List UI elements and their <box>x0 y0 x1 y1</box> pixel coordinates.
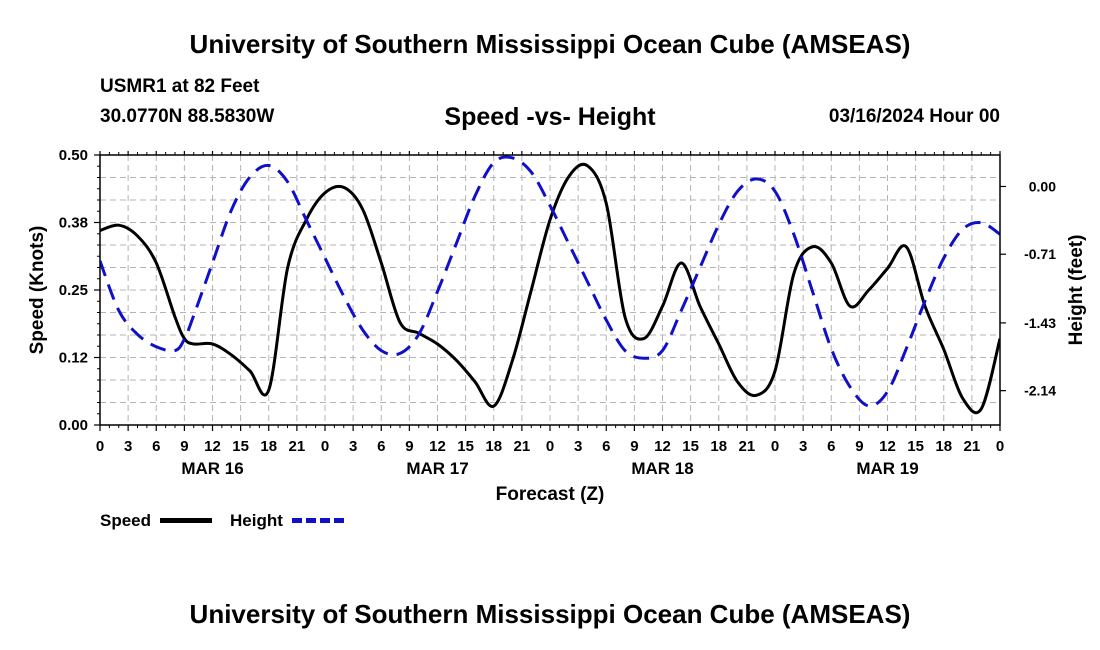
x-tick-label: 0 <box>321 438 329 455</box>
date-label: MAR 17 <box>406 459 468 478</box>
legend-speed-label: Speed <box>100 511 152 530</box>
x-tick-label: 6 <box>827 438 835 455</box>
x-tick-label: 3 <box>574 438 582 455</box>
coordinates-label: 30.0770N 88.5830W <box>100 106 275 127</box>
y2-tick-label: -2.14 <box>1024 383 1056 399</box>
height-series-line <box>100 155 1000 408</box>
date-label: MAR 16 <box>181 459 243 478</box>
x-tick-label: 12 <box>879 438 896 455</box>
x-tick-label: 12 <box>204 438 221 455</box>
x-tick-label: 21 <box>739 438 756 455</box>
y2-tick-label: 0.00 <box>1029 178 1056 194</box>
y-tick-label: 0.12 <box>59 350 88 367</box>
x-tick-label: 0 <box>546 438 554 455</box>
y2-tick-label: -1.43 <box>1024 315 1056 331</box>
series-layer <box>100 155 1000 415</box>
legend-height-swatch <box>292 518 344 523</box>
x-tick-label: 15 <box>907 438 924 455</box>
legend-speed-swatch <box>160 518 212 523</box>
y-tick-label: 0.50 <box>59 147 88 164</box>
y-axis-label: Speed (Knots) <box>27 226 48 355</box>
x-tick-label: 21 <box>289 438 306 455</box>
station-label: USMR1 at 82 Feet <box>100 76 260 97</box>
x-tick-label: 12 <box>429 438 446 455</box>
y2-axis-label: Height (feet) <box>1066 235 1087 346</box>
x-tick-label: 21 <box>964 438 981 455</box>
x-tick-label: 6 <box>152 438 160 455</box>
x-axis-label: Forecast (Z) <box>496 484 605 505</box>
x-tick-label: 18 <box>260 438 277 455</box>
bottom-title: University of Southern Mississippi Ocean… <box>189 599 911 629</box>
chart-title: Speed -vs- Height <box>444 103 656 131</box>
x-tick-label: 18 <box>935 438 952 455</box>
date-label: MAR 19 <box>856 459 918 478</box>
date-label: MAR 18 <box>631 459 693 478</box>
x-tick-label: 9 <box>855 438 863 455</box>
x-tick-label: 9 <box>630 438 638 455</box>
x-tick-label: 6 <box>602 438 610 455</box>
y2-tick-label: -0.71 <box>1024 246 1056 262</box>
y-tick-label: 0.25 <box>59 282 88 299</box>
chart-main-title: University of Southern Mississippi Ocean… <box>189 29 911 59</box>
x-tick-label: 3 <box>799 438 807 455</box>
x-tick-label: 9 <box>405 438 413 455</box>
x-tick-label: 0 <box>771 438 779 455</box>
x-tick-label: 18 <box>485 438 502 455</box>
legend-height-label: Height <box>230 511 283 530</box>
x-tick-label: 0 <box>96 438 104 455</box>
x-tick-label: 12 <box>654 438 671 455</box>
x-tick-label: 0 <box>996 438 1004 455</box>
x-tick-label: 15 <box>232 438 249 455</box>
x-tick-label: 3 <box>124 438 132 455</box>
grid-lines <box>100 155 1000 425</box>
x-tick-label: 15 <box>682 438 699 455</box>
y-tick-label: 0.38 <box>59 215 88 232</box>
x-tick-label: 6 <box>377 438 385 455</box>
forecast-date-label: 03/16/2024 Hour 00 <box>828 106 1000 127</box>
x-tick-label: 21 <box>514 438 531 455</box>
x-tick-label: 15 <box>457 438 474 455</box>
x-tick-label: 9 <box>180 438 188 455</box>
speed-series-line <box>100 162 1000 415</box>
x-tick-label: 3 <box>349 438 357 455</box>
x-tick-label: 18 <box>710 438 727 455</box>
axis-ticks: 0 3 6 9 12 15 18 21 0 3 6 9 12 15 18 21 0 3 6 9 12 15 18 21 0 3 6 9… <box>59 147 1056 478</box>
y-tick-label: 0.00 <box>59 417 88 434</box>
